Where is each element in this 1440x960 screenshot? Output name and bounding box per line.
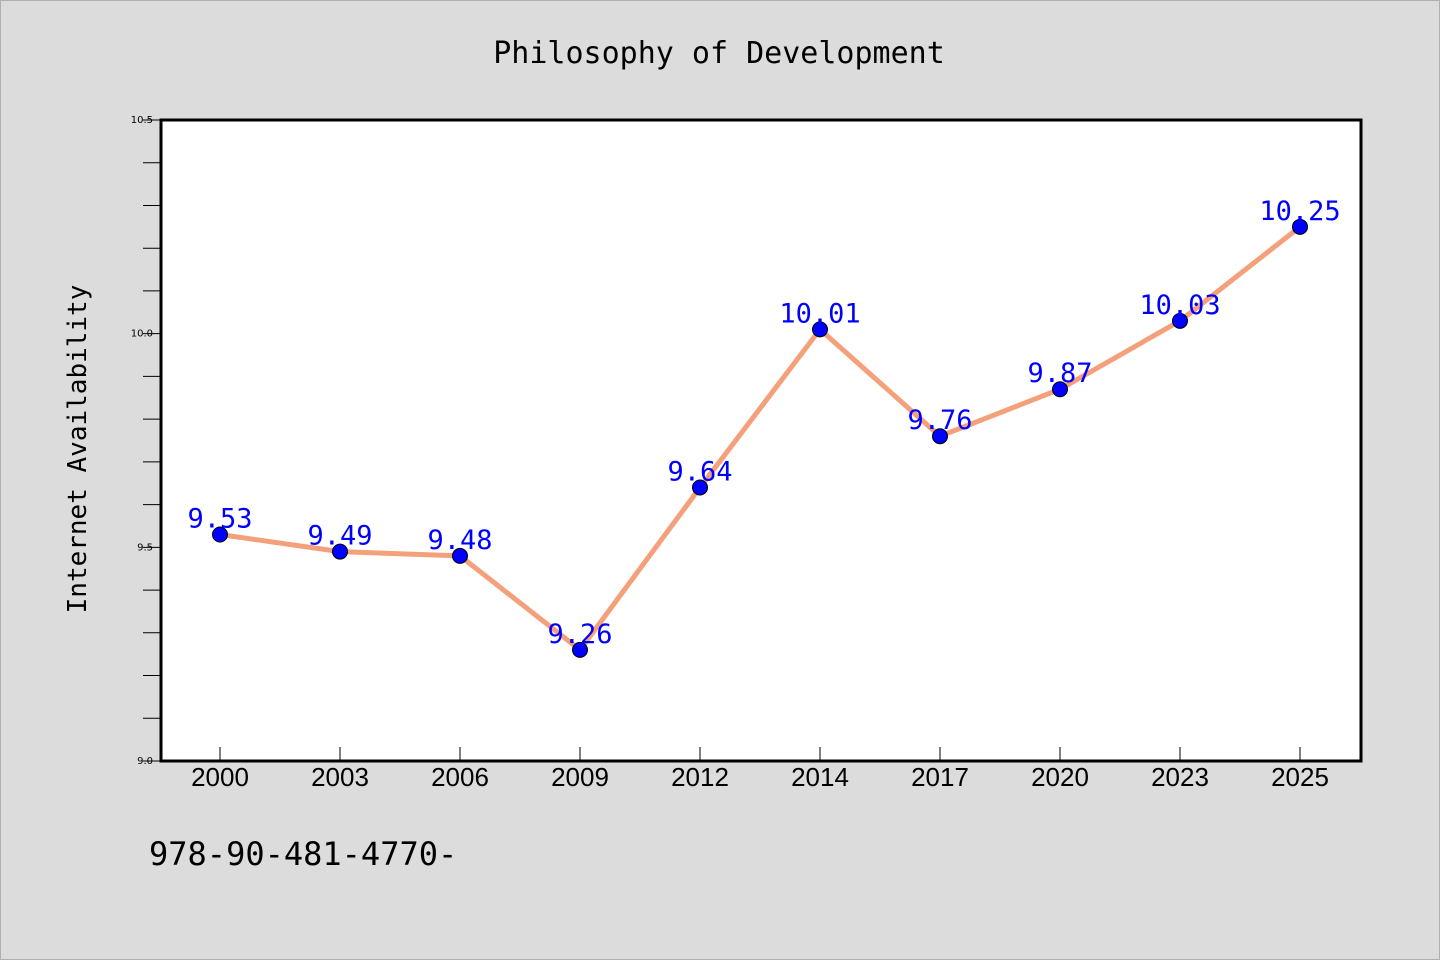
y-tick-label: 10.5 [131, 115, 153, 126]
data-label: 9.26 [547, 619, 612, 650]
x-tick-label: 2000 [191, 762, 249, 792]
y-tick-label: 10.0 [131, 329, 153, 340]
x-tick-label: 2020 [1031, 762, 1089, 792]
data-point [932, 428, 948, 445]
series-line [217, 224, 1303, 653]
series-layer [212, 218, 1308, 658]
data-label: 9.53 [187, 504, 252, 535]
data-label: 9.76 [907, 405, 972, 436]
x-tick-label: 2012 [671, 762, 729, 792]
data-label: 10.01 [779, 298, 860, 329]
data-point [572, 641, 588, 658]
x-tick-label: 2017 [911, 762, 969, 792]
data-point [452, 547, 468, 564]
y-tick-label: 9.0 [137, 756, 153, 767]
x-tick-label: 2003 [311, 762, 369, 792]
x-axis: 2000 2003 2006 2009 2012 2014 2017 2020 2023 2025 [191, 747, 1329, 792]
data-label: 9.87 [1027, 358, 1092, 389]
data-point [1172, 312, 1188, 329]
x-tick-label: 2009 [551, 762, 609, 792]
chart-title: Philosophy of Development [493, 36, 945, 71]
x-tick-label: 2014 [791, 762, 849, 792]
y-axis-label: Internet Availability [63, 285, 93, 614]
data-point [212, 526, 228, 543]
y-tick-label: 9.5 [137, 542, 153, 553]
x-tick-label: 2023 [1151, 762, 1209, 792]
y-axis: 9.0 9.5 10.0 10.5 [131, 115, 161, 767]
data-point [1292, 218, 1308, 235]
data-point [692, 479, 708, 496]
data-point [812, 321, 828, 338]
footer-text: 978-90-481-4770- [149, 835, 457, 873]
x-tick-label: 2025 [1271, 762, 1329, 792]
data-label: 10.25 [1259, 196, 1340, 227]
data-label-layer: 9.53 9.49 9.48 9.26 9.64 10.01 9.76 9.87 10.03 10… [187, 196, 1340, 650]
x-tick-label: 2006 [431, 762, 489, 792]
data-label: 9.64 [667, 457, 732, 488]
data-label: 9.48 [427, 525, 492, 556]
data-label: 10.03 [1139, 290, 1220, 321]
data-point [1052, 381, 1068, 398]
data-point [332, 543, 348, 560]
data-label: 9.49 [307, 521, 372, 552]
plot-area [159, 118, 1363, 763]
